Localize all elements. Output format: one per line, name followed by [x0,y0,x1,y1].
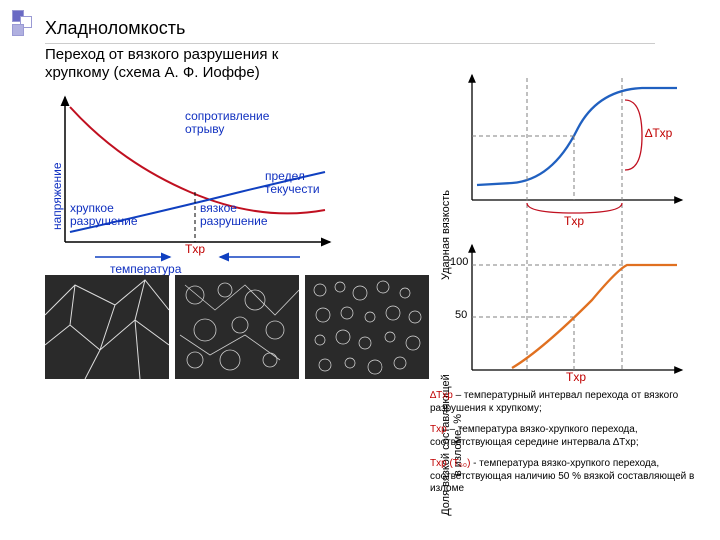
curve2-label: предел текучести [265,170,335,196]
delta-txr-label: ∆Tхр [645,126,672,140]
right-top-ylabel: Ударная вязкость [440,180,452,290]
txr-label: Tхр [185,242,205,256]
def1-text: – температурный интервал перехода от вяз… [430,390,678,414]
def1-sym: ∆Tхр [430,390,453,401]
left-ylabel: напряжение [50,162,64,230]
def-2: Tхр – температура вязко-хрупкого переход… [430,424,705,449]
micrograph-mixed [175,275,299,379]
y100-label: 100 [450,256,468,268]
right-charts: ∆Tхр Tхр 100 50 Tхр [442,70,692,380]
ioffe-chart: напряжение сопротивление отрыву предел т… [40,92,340,252]
definitions-block: ∆Tхр – температурный интервал перехода о… [430,390,705,505]
def-1: ∆Tхр – температурный интервал перехода о… [430,390,705,415]
bottom-txr-label: Tхр [566,370,586,384]
y50-label: 50 [455,309,467,321]
top-txr-label: Tхр [564,214,584,228]
def2-text: – температура вязко-хрупкого перехода, с… [430,424,639,448]
page-title: Хладноломкость [45,18,655,44]
def3-sym: Tхр (T₅₀) [430,458,470,469]
left-xlabel: температура [110,262,181,276]
region2-label: вязкое разрушение [200,202,285,228]
micrograph-ductile [305,275,429,379]
def2-sym: Tхр [430,424,447,435]
region1-label: хрупкое разрушение [70,202,155,228]
def-3: Tхр (T₅₀) - температура вязко-хрупкого п… [430,458,705,496]
micrograph-brittle [45,275,169,379]
curve1-label: сопротивление отрыву [185,110,285,136]
def3-text: - температура вязко-хрупкого перехода, с… [430,458,694,494]
page-subtitle: Переход от вязкого разрушения к хрупкому… [45,46,305,82]
micrograph-row [45,275,429,379]
